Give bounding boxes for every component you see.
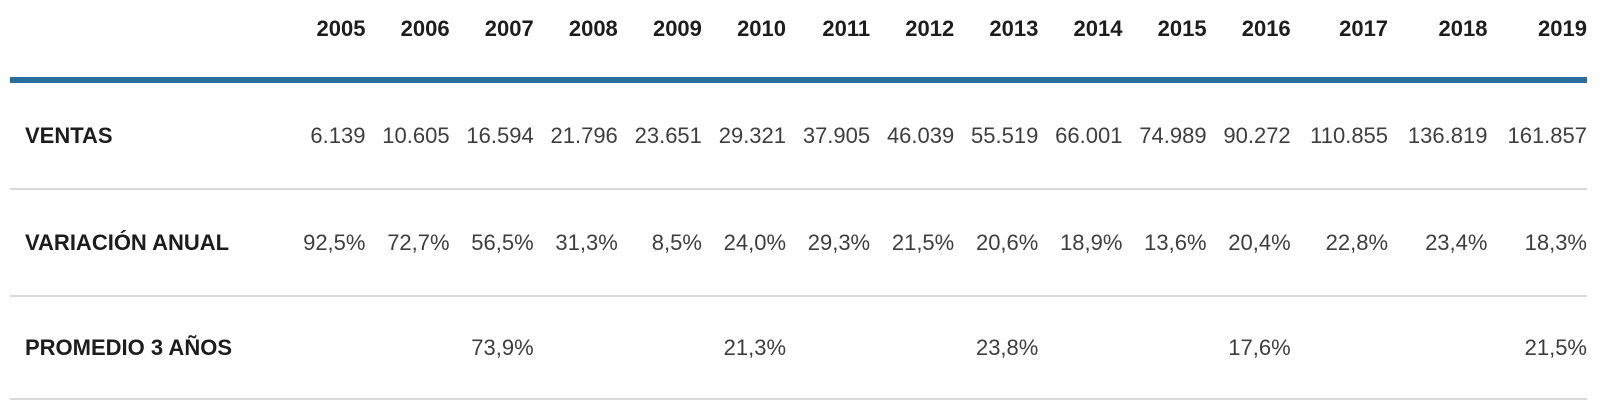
table-container: 2005 2006 2007 2008 2009 2010 2011 2012 2013 2014…	[10, 0, 1587, 400]
year-column-header: 2009	[652, 16, 702, 41]
value-cell: 16.594	[466, 122, 534, 148]
value-cell: 73,9%	[471, 334, 534, 360]
value-cell	[870, 296, 954, 399]
corner-cell	[10, 0, 287, 80]
value-cell: 66.001	[1055, 122, 1123, 148]
value-cell: 6.139	[310, 122, 366, 148]
value-cell: 17,6%	[1228, 334, 1291, 360]
year-column-header: 2007	[484, 16, 534, 41]
row-label: PROMEDIO 3 AÑOS	[25, 334, 232, 360]
value-cell: 21,5%	[1524, 334, 1587, 360]
value-cell: 74.989	[1139, 122, 1207, 148]
table-row: PROMEDIO 3 AÑOS 73,9% 21,3% 23,8% 17,6% 21,5%	[10, 296, 1587, 399]
value-cell: 90.272	[1223, 122, 1291, 148]
data-table: 2005 2006 2007 2008 2009 2010 2011 2012 2013 2014…	[10, 0, 1587, 400]
value-cell: 8,5%	[651, 229, 702, 255]
value-cell: 23,4%	[1425, 229, 1488, 255]
value-cell: 21,5%	[891, 229, 955, 255]
value-cell: 92,5%	[303, 229, 366, 255]
year-column-header: 2006	[400, 16, 450, 41]
value-cell	[1291, 296, 1388, 399]
table-header: 2005 2006 2007 2008 2009 2010 2011 2012 2013 2014…	[10, 0, 1587, 80]
value-cell	[534, 296, 618, 399]
value-cell: 18,9%	[1060, 229, 1123, 255]
table-body: VENTAS 6.139 10.605 16.594 21.796 23.651 29.32…	[10, 80, 1587, 399]
year-column-header: 2018	[1438, 16, 1488, 41]
value-cell	[365, 296, 449, 399]
value-cell: 136.819	[1407, 122, 1488, 148]
value-cell: 18,3%	[1524, 229, 1587, 255]
value-cell: 21.796	[550, 122, 618, 148]
value-cell	[618, 296, 702, 399]
table-row: VENTAS 6.139 10.605 16.594 21.796 23.651 29.32…	[10, 80, 1587, 189]
value-cell: 23.651	[634, 122, 702, 148]
value-cell: 13,6%	[1144, 229, 1207, 255]
year-column-header: 2010	[737, 16, 787, 41]
value-cell: 29.321	[718, 122, 787, 148]
value-cell: 22,8%	[1325, 229, 1389, 255]
year-column-header: 2013	[989, 16, 1039, 41]
value-cell: 29,3%	[807, 229, 871, 255]
year-column-header: 2019	[1538, 16, 1587, 41]
value-cell	[287, 296, 365, 399]
value-cell: 20,4%	[1228, 229, 1291, 255]
value-cell: 56,5%	[471, 229, 534, 255]
year-column-header: 2016	[1241, 16, 1291, 41]
year-column-header: 2017	[1339, 16, 1389, 41]
value-cell: 46.039	[886, 122, 955, 148]
value-cell	[1388, 296, 1487, 399]
value-cell: 55.519	[971, 122, 1039, 148]
value-cell: 23,8%	[975, 334, 1039, 360]
value-cell: 10.605	[382, 122, 450, 148]
year-column-header: 2015	[1157, 16, 1207, 41]
value-cell: 21,3%	[723, 334, 787, 360]
row-label: VENTAS	[25, 122, 113, 148]
value-cell: 161.857	[1507, 122, 1587, 148]
value-cell: 31,3%	[555, 229, 618, 255]
value-cell: 37.905	[802, 122, 871, 148]
value-cell: 24,0%	[723, 229, 787, 255]
year-header-row: 2005 2006 2007 2008 2009 2010 2011 2012 2013 2014…	[10, 0, 1587, 80]
year-column-header: 2012	[905, 16, 955, 41]
value-cell: 110.855	[1310, 122, 1389, 148]
year-column-header: 2011	[822, 16, 871, 41]
value-cell: 20,6%	[975, 229, 1039, 255]
year-column-header: 2014	[1073, 16, 1123, 41]
value-cell: 72,7%	[387, 229, 450, 255]
value-cell	[1122, 296, 1206, 399]
year-column-header: 2005	[316, 16, 366, 41]
row-label: VARIACIÓN ANUAL	[25, 229, 230, 255]
value-cell	[786, 296, 870, 399]
year-column-header: 2008	[568, 16, 618, 41]
value-cell	[1038, 296, 1122, 399]
table-row: VARIACIÓN ANUAL 92,5% 72,7% 56,5% 31,3% 8,5% 2…	[10, 189, 1587, 296]
